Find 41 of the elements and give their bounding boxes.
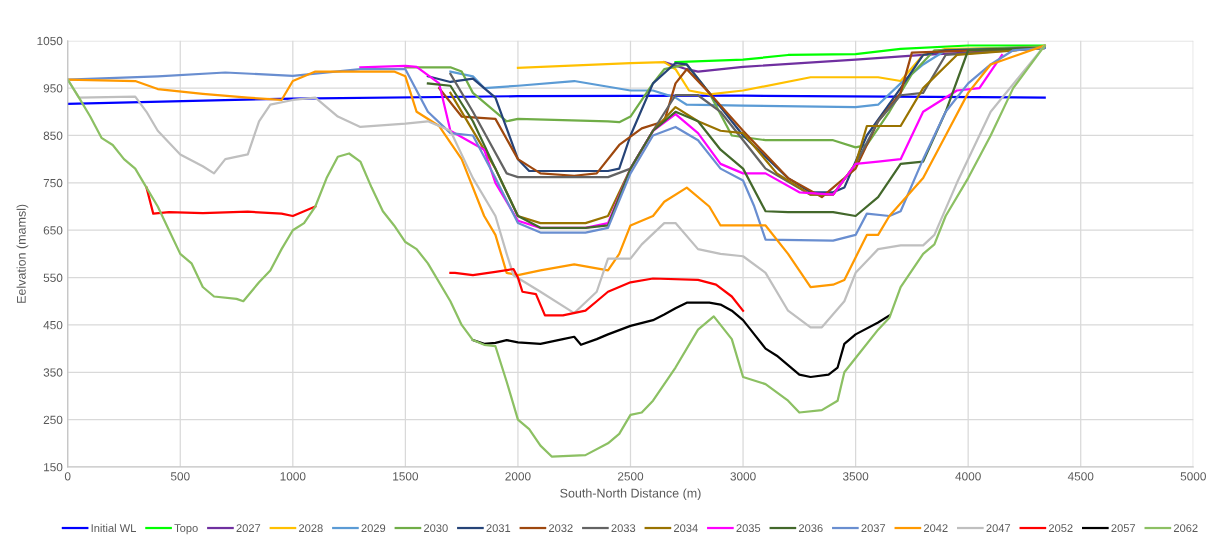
x-tick-label: 4500 [1067, 472, 1094, 481]
x-tick-label: 4000 [955, 472, 981, 481]
y-tick-label: 150 [44, 463, 63, 472]
legend-label: 2062 [1173, 524, 1198, 533]
legend-label: 2036 [798, 524, 823, 533]
y-tick-label: 650 [43, 226, 63, 235]
legend-label: 2032 [549, 524, 573, 533]
y-tick-label: 550 [43, 273, 63, 282]
legend-label: 2030 [424, 524, 448, 533]
legend-label: 2031 [486, 524, 511, 533]
legend-label: Topo [174, 524, 198, 535]
y-tick-label: 1050 [37, 36, 63, 46]
legend-label: 2052 [1048, 524, 1073, 533]
legend-label: 2037 [861, 524, 886, 533]
legend-label: 2029 [361, 524, 386, 533]
x-tick-label: 3000 [730, 472, 756, 481]
legend-label: 2057 [1111, 524, 1136, 533]
x-tick-label: 1000 [280, 472, 306, 481]
y-tick-label: 450 [43, 320, 63, 330]
legend-label: 2034 [674, 524, 698, 533]
x-tick-label: 5000 [1180, 472, 1206, 481]
x-axis-title: South-North Distance (m) [560, 488, 701, 501]
legend-label: 2033 [611, 524, 636, 533]
x-tick-label: 2500 [617, 472, 644, 481]
y-tick-label: 850 [43, 131, 63, 140]
x-tick-label: 2000 [505, 472, 531, 481]
y-tick-label: 250 [43, 415, 63, 425]
y-tick-label: 950 [43, 84, 63, 93]
y-tick-label: 750 [43, 178, 63, 188]
x-tick-label: 500 [170, 472, 190, 481]
y-axis-title: Eelvation (mamsl) [16, 204, 29, 303]
legend-label: Initial WL [91, 523, 136, 533]
x-tick-label: 3500 [842, 472, 869, 481]
x-tick-label: 1500 [393, 472, 419, 481]
legend-label: 2042 [923, 524, 948, 533]
legend-label: 2047 [986, 524, 1011, 533]
y-tick-label: 350 [43, 368, 63, 377]
legend-label: 2027 [236, 524, 261, 533]
legend-label: 2035 [736, 524, 761, 533]
legend-label: 2028 [299, 524, 323, 533]
x-tick-label: 0 [64, 472, 71, 481]
